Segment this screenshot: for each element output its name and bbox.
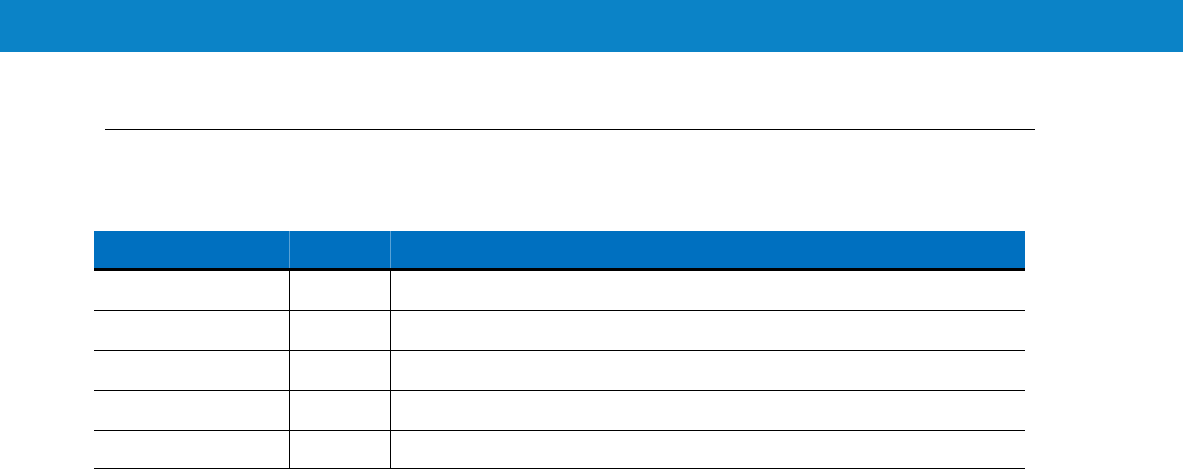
header-rule (94, 268, 1025, 271)
table (94, 231, 1025, 469)
table-header (94, 231, 1025, 268)
header-bar (0, 0, 1183, 52)
